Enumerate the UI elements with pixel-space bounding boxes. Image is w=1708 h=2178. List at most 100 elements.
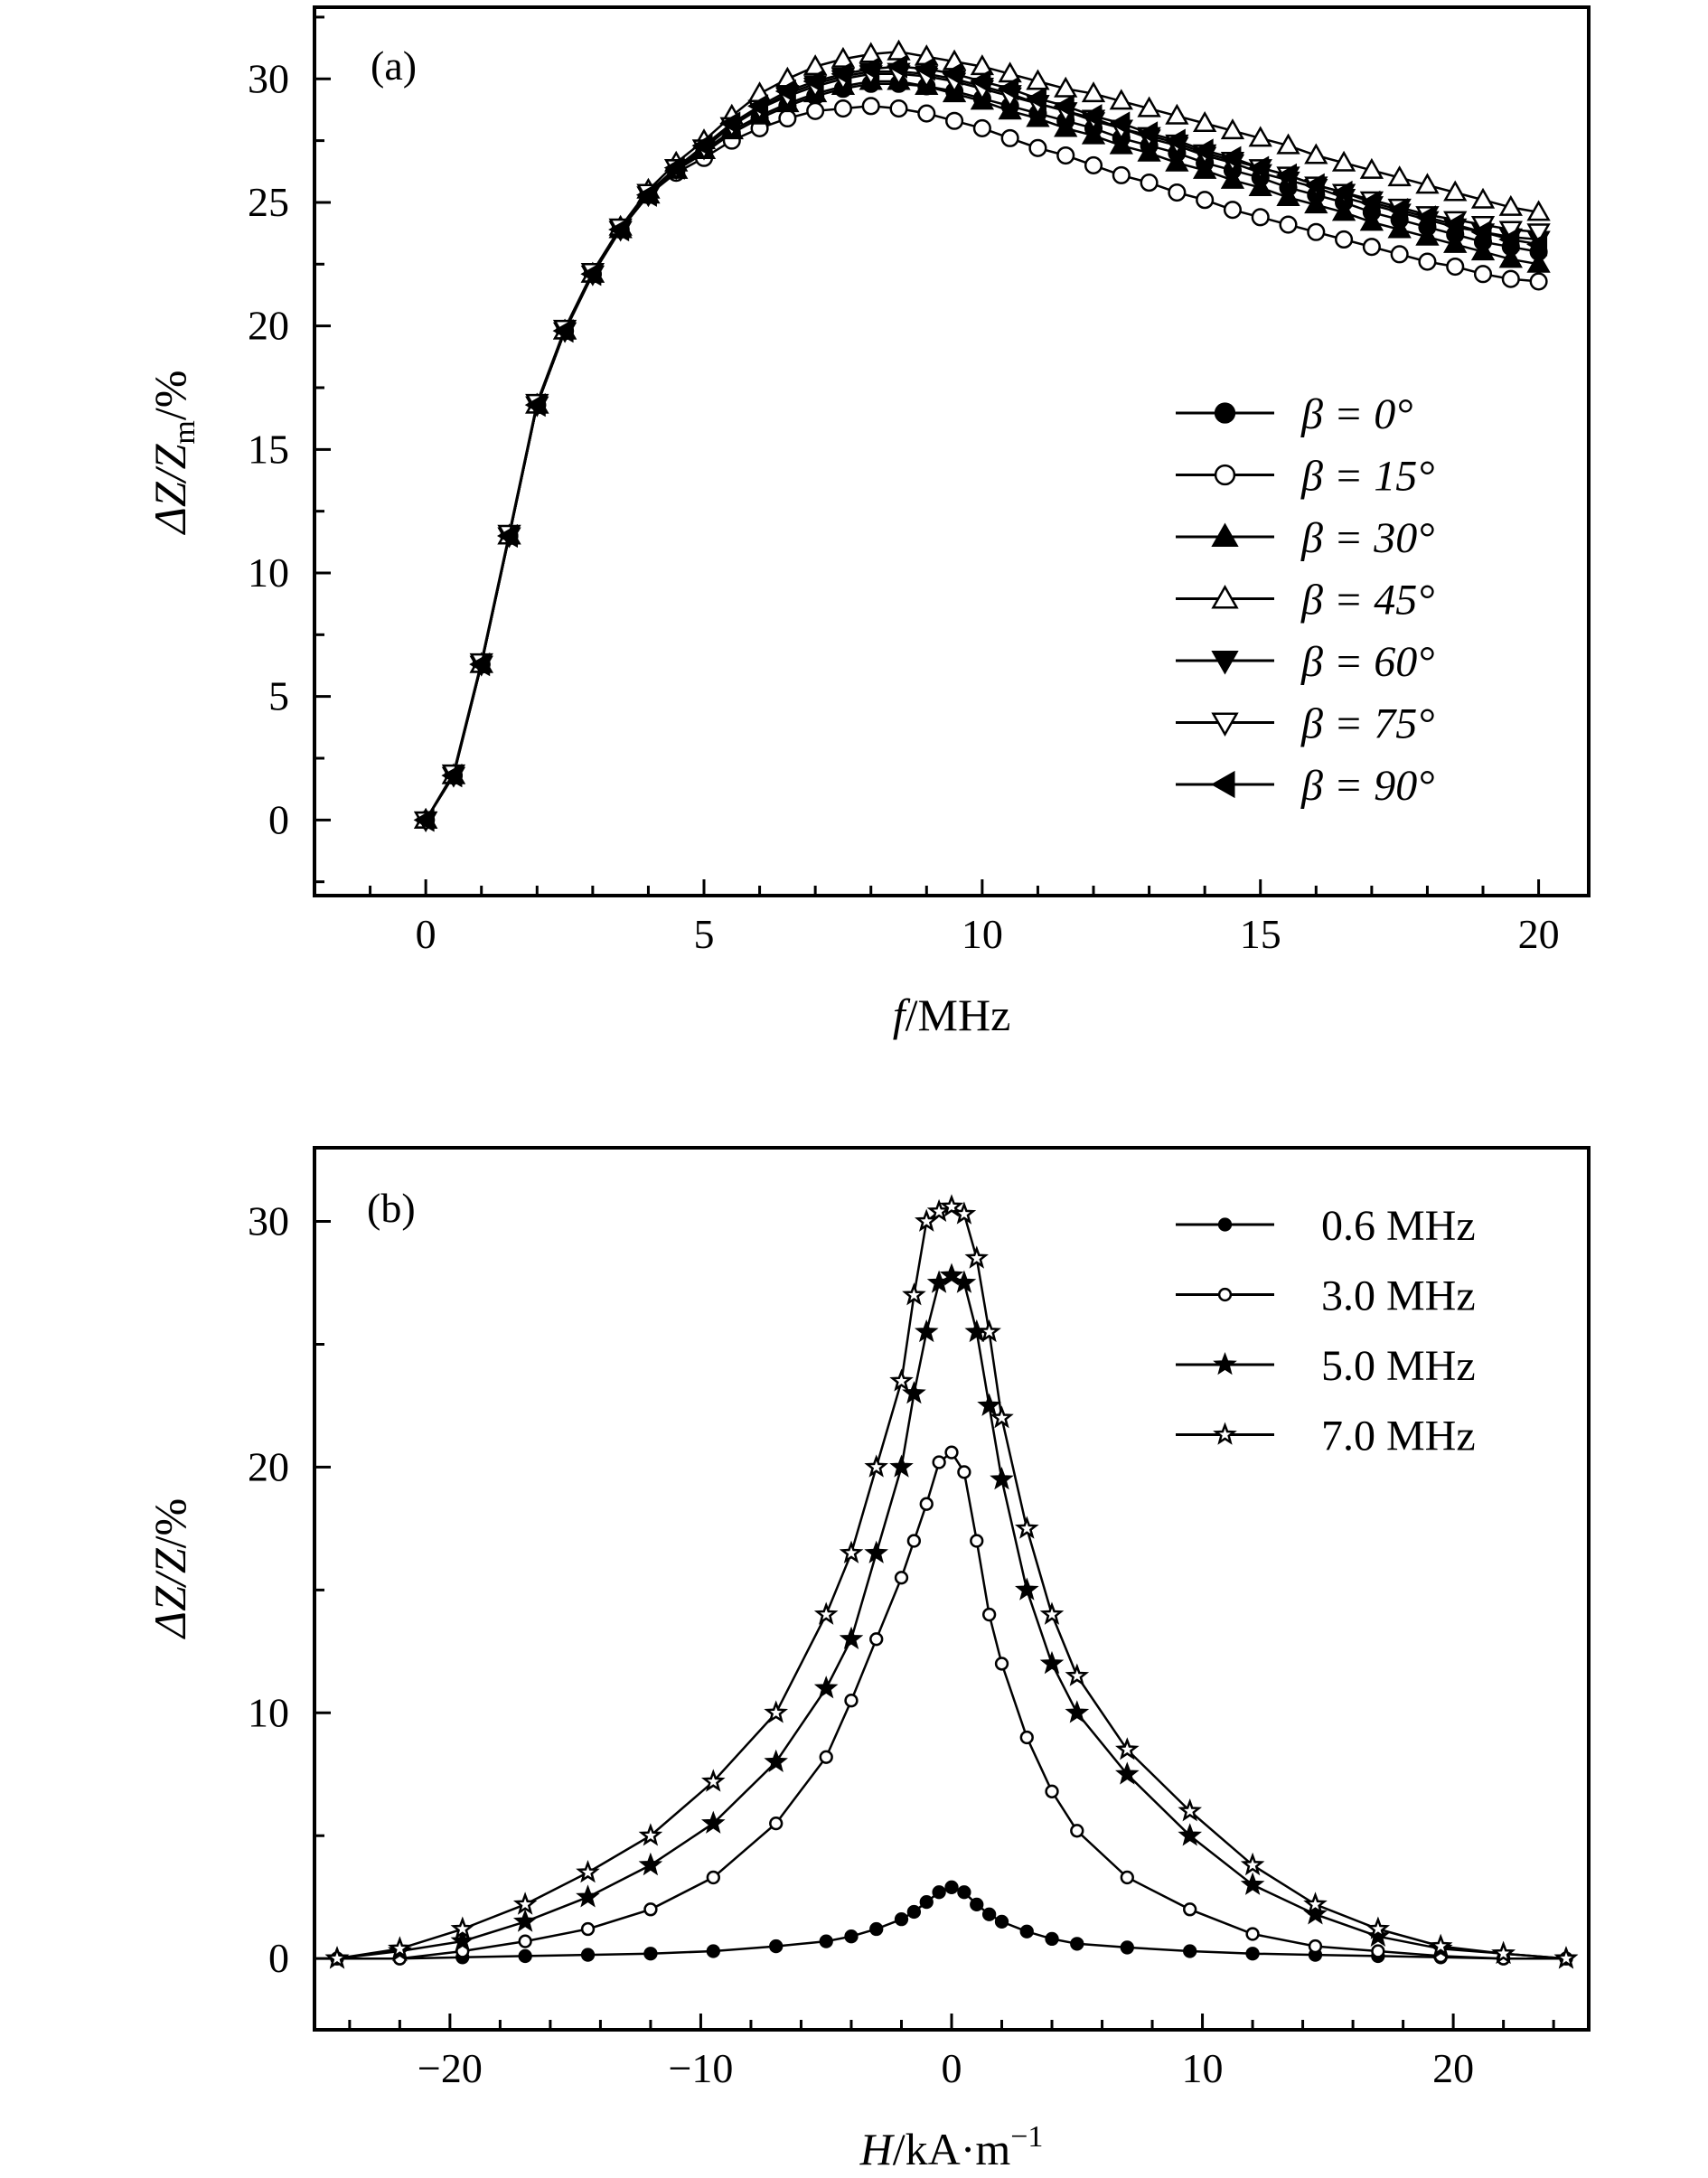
data-point [1120, 1940, 1134, 1955]
x-axis-label-var: H [859, 2124, 896, 2174]
data-point [839, 1626, 864, 1649]
data-point [1192, 157, 1217, 179]
data-point [889, 99, 908, 118]
x-axis-label: H/kA·m−1 [859, 2120, 1044, 2174]
legend-entry: 0.6 MHz [1176, 1202, 1476, 1250]
data-point [919, 1894, 934, 1910]
y-tick-label: 25 [248, 179, 289, 225]
data-point [1387, 165, 1412, 187]
data-point [1365, 1923, 1391, 1947]
data-point [1065, 1700, 1090, 1723]
x-tick-label: 15 [1240, 911, 1281, 957]
chart-panel-b: −20 −10 0 10 20 0 10 20 30 (b) H/kA·m−1 ΔZ/Z/% 0.6 M… [145, 1146, 1591, 2174]
series--90- [413, 54, 1548, 832]
data-point [939, 1194, 964, 1217]
x-tick-label: 20 [1518, 911, 1560, 957]
legend-label: β = 0° [1300, 390, 1413, 438]
data-point [802, 69, 824, 94]
data-point [643, 1947, 658, 1961]
series-0-6-mhz [330, 1880, 1573, 1966]
data-point [1414, 205, 1436, 230]
data-point [1137, 140, 1161, 162]
data-point [839, 1540, 864, 1563]
data-point [1112, 165, 1131, 184]
data-point [413, 808, 435, 832]
data-point [700, 1810, 726, 1834]
legend-entry: β = 15° [1176, 453, 1435, 501]
data-point [1529, 272, 1548, 291]
data-point [1470, 220, 1492, 244]
data-point [1115, 1761, 1140, 1785]
data-point [769, 1939, 784, 1954]
data-point [1081, 81, 1106, 103]
legend-entry: 3.0 MHz [1176, 1272, 1476, 1320]
legend-label: β = 15° [1300, 453, 1435, 501]
legend-label: β = 75° [1300, 700, 1435, 748]
legend-marker [1214, 402, 1236, 424]
data-point [1115, 1737, 1140, 1760]
data-point [1056, 146, 1075, 165]
data-point [388, 1936, 412, 1959]
data-point [1443, 180, 1468, 202]
data-point [1109, 133, 1133, 155]
data-point [957, 1465, 971, 1479]
data-point [1026, 69, 1050, 90]
data-point [1473, 265, 1493, 284]
data-point [964, 1245, 989, 1269]
data-point [1025, 86, 1046, 111]
data-point [1470, 239, 1496, 261]
legend-label: 5.0 MHz [1321, 1342, 1476, 1390]
data-point [496, 523, 519, 549]
data-point [643, 1902, 658, 1917]
data-point [1070, 1824, 1084, 1838]
data-point [998, 61, 1022, 83]
data-point [970, 1534, 984, 1548]
data-point [1526, 223, 1551, 245]
data-point [957, 1885, 971, 1900]
data-point [1331, 150, 1356, 172]
y-axis-label-unit: /% [145, 371, 195, 421]
chart-panel-a: 0 5 10 15 20 0 5 10 15 20 25 30 (a) f/MHz ΔZ/Zm/% β = 0… [145, 5, 1591, 1040]
data-point [441, 763, 463, 788]
data-point [970, 69, 991, 94]
data-point [1014, 1516, 1039, 1539]
data-point [1276, 184, 1300, 206]
legend-entry: β = 60° [1176, 638, 1435, 686]
data-point [469, 652, 491, 677]
data-point [1140, 174, 1159, 192]
data-point [1240, 1852, 1265, 1876]
data-point [1240, 1872, 1265, 1895]
x-tick-label: 0 [416, 911, 436, 957]
data-point [981, 1607, 997, 1622]
legend-marker [1211, 651, 1239, 675]
data-point [576, 1859, 600, 1883]
data-point [869, 1632, 884, 1647]
data-point [861, 97, 880, 116]
data-point [1015, 1577, 1039, 1601]
series-7-0-mhz [324, 1194, 1579, 1969]
data-point [1443, 231, 1468, 253]
data-point [806, 101, 825, 120]
data-point [1335, 230, 1354, 249]
data-point [926, 1198, 952, 1222]
data-point [952, 1270, 977, 1293]
data-point [1498, 247, 1523, 268]
data-point [1387, 217, 1412, 239]
y-tick-label: 0 [268, 1935, 289, 1981]
data-point [706, 1944, 720, 1958]
data-point [1053, 94, 1075, 118]
panel-label: (b) [367, 1185, 416, 1231]
data-point [1183, 1944, 1197, 1958]
data-point [977, 1393, 1001, 1416]
data-point [1526, 200, 1551, 221]
data-point [894, 1571, 909, 1585]
legend-marker [1214, 464, 1236, 486]
data-point [977, 1319, 1001, 1343]
data-point [1303, 1901, 1328, 1925]
legend-marker [1211, 522, 1239, 547]
data-point [1275, 163, 1298, 188]
data-point [1359, 157, 1384, 179]
data-point [1498, 227, 1520, 252]
data-point [942, 61, 963, 86]
